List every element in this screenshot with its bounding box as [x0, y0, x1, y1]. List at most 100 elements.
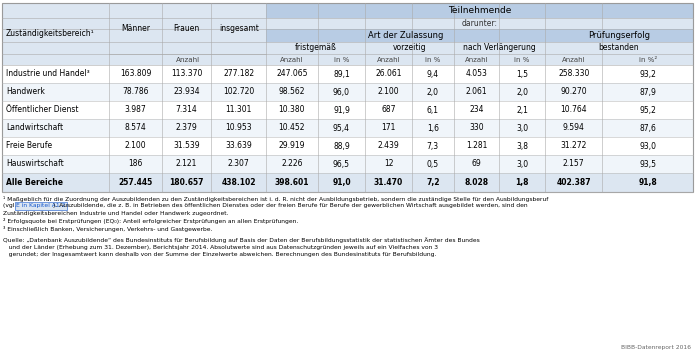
- Text: in %: in %: [334, 57, 349, 63]
- Text: 2.100: 2.100: [378, 87, 400, 97]
- Text: 3,0: 3,0: [516, 124, 528, 132]
- Bar: [109, 54, 266, 65]
- Text: 31.539: 31.539: [174, 142, 200, 150]
- Text: 234: 234: [469, 105, 484, 114]
- Text: 9.594: 9.594: [563, 124, 584, 132]
- Text: 2,0: 2,0: [427, 87, 439, 97]
- Text: und der Länder (Erhebung zum 31. Dezember), Berichtsjahr 2014. Absolutwerte sind: und der Länder (Erhebung zum 31. Dezembe…: [3, 245, 438, 250]
- Text: 7,2: 7,2: [426, 178, 440, 187]
- Text: Anzahl: Anzahl: [377, 57, 400, 63]
- Text: 258.330: 258.330: [558, 69, 589, 79]
- Text: E in Kapitel A1.2: E in Kapitel A1.2: [16, 204, 66, 209]
- Text: in %: in %: [425, 57, 440, 63]
- Bar: [2, 3, 266, 65]
- Text: 96,0: 96,0: [333, 87, 350, 97]
- Bar: [499, 54, 545, 65]
- Text: 93,2: 93,2: [639, 69, 656, 79]
- Bar: [2, 119, 693, 137]
- Text: 687: 687: [382, 105, 395, 114]
- Bar: [545, 29, 693, 42]
- Text: 11.301: 11.301: [225, 105, 252, 114]
- Bar: [603, 54, 693, 65]
- Bar: [2, 137, 693, 155]
- Text: 102.720: 102.720: [223, 87, 254, 97]
- Text: ³ Einschließlich Banken, Versicherungen, Verkehrs- und Gastgewerbe.: ³ Einschließlich Banken, Versicherungen,…: [3, 226, 212, 232]
- Text: ¹ Maßgeblich für die Zuordnung der Auszubildenden zu den Zuständigkeitsbereichen: ¹ Maßgeblich für die Zuordnung der Auszu…: [3, 196, 548, 202]
- Text: 10.764: 10.764: [561, 105, 587, 114]
- Text: fristgemäß: fristgemäß: [295, 44, 337, 52]
- Text: 4.053: 4.053: [466, 69, 487, 79]
- Text: 438.102: 438.102: [221, 178, 256, 187]
- Text: 93,0: 93,0: [639, 142, 656, 150]
- Text: 88,9: 88,9: [333, 142, 350, 150]
- Text: 91,9: 91,9: [333, 105, 350, 114]
- Bar: [545, 54, 603, 65]
- Text: 0,5: 0,5: [427, 160, 439, 169]
- Text: Industrie und Handel³: Industrie und Handel³: [6, 69, 90, 79]
- Text: 277.182: 277.182: [223, 69, 254, 79]
- Text: 2.379: 2.379: [176, 124, 197, 132]
- Bar: [266, 54, 318, 65]
- Text: (vgl.: (vgl.: [3, 204, 18, 209]
- Bar: [2, 3, 693, 192]
- Bar: [266, 29, 545, 42]
- Text: Art der Zulassung: Art der Zulassung: [368, 31, 443, 40]
- Text: Frauen: Frauen: [174, 24, 199, 33]
- Text: Anzahl: Anzahl: [176, 57, 199, 63]
- Text: 87,9: 87,9: [639, 87, 656, 97]
- Text: 95,2: 95,2: [639, 105, 656, 114]
- Text: Öffentlicher Dienst: Öffentlicher Dienst: [6, 105, 78, 114]
- Text: 247.065: 247.065: [276, 69, 307, 79]
- Text: 2.121: 2.121: [176, 160, 197, 169]
- Text: Quelle: „Datenbank Auszubildende“ des Bundesinstituts für Berufsbildung auf Basi: Quelle: „Datenbank Auszubildende“ des Bu…: [3, 237, 480, 243]
- Text: vorzeitig: vorzeitig: [393, 44, 426, 52]
- Text: 1,6: 1,6: [427, 124, 439, 132]
- Text: 90.270: 90.270: [561, 87, 587, 97]
- Text: 2.157: 2.157: [563, 160, 584, 169]
- Bar: [545, 42, 693, 54]
- Text: 6,1: 6,1: [427, 105, 439, 114]
- Text: 23.934: 23.934: [174, 87, 200, 97]
- Text: Zuständigkeitsbereichen Industrie und Handel oder Handwerk zugeordnet.: Zuständigkeitsbereichen Industrie und Ha…: [3, 211, 228, 216]
- Bar: [412, 54, 454, 65]
- Text: Hauswirtschaft: Hauswirtschaft: [6, 160, 64, 169]
- Text: 10.452: 10.452: [279, 124, 305, 132]
- Text: 69: 69: [472, 160, 482, 169]
- Text: 180.657: 180.657: [169, 178, 204, 187]
- Text: 113.370: 113.370: [171, 69, 202, 79]
- Bar: [365, 54, 412, 65]
- Bar: [365, 42, 454, 54]
- Bar: [454, 54, 499, 65]
- Text: 96,5: 96,5: [333, 160, 350, 169]
- Text: 10.380: 10.380: [279, 105, 305, 114]
- Text: in %: in %: [514, 57, 530, 63]
- Text: Prüfungserfolg: Prüfungserfolg: [588, 31, 650, 40]
- Text: Anzahl: Anzahl: [280, 57, 304, 63]
- Text: 10.953: 10.953: [225, 124, 252, 132]
- Bar: [266, 3, 693, 18]
- Bar: [266, 18, 693, 29]
- Text: gerundet; der Insgesamtwert kann deshalb von der Summe der Einzelwerte abweichen: gerundet; der Insgesamtwert kann deshalb…: [3, 252, 436, 257]
- Text: 91,8: 91,8: [638, 178, 657, 187]
- Text: 186: 186: [128, 160, 143, 169]
- Text: Freie Berufe: Freie Berufe: [6, 142, 52, 150]
- Text: Männer: Männer: [121, 24, 150, 33]
- Text: 93,5: 93,5: [639, 160, 656, 169]
- Text: ). Auszubildende, die z. B. in Betrieben des öffentlichen Dienstes oder der frei: ). Auszubildende, die z. B. in Betrieben…: [52, 204, 527, 209]
- Text: 7.314: 7.314: [176, 105, 197, 114]
- Text: 78.786: 78.786: [122, 87, 148, 97]
- Text: 163.809: 163.809: [120, 69, 151, 79]
- Text: 398.601: 398.601: [274, 178, 309, 187]
- Text: 171: 171: [382, 124, 395, 132]
- Bar: [318, 54, 365, 65]
- Text: 2.061: 2.061: [466, 87, 487, 97]
- Text: 2.226: 2.226: [281, 160, 302, 169]
- Text: Landwirtschaft: Landwirtschaft: [6, 124, 63, 132]
- Text: 95,4: 95,4: [333, 124, 350, 132]
- Bar: [2, 101, 693, 119]
- Text: 33.639: 33.639: [225, 142, 252, 150]
- Text: 3.987: 3.987: [125, 105, 146, 114]
- Text: 402.387: 402.387: [556, 178, 591, 187]
- Text: in %²: in %²: [638, 57, 657, 63]
- Text: 2.100: 2.100: [125, 142, 146, 150]
